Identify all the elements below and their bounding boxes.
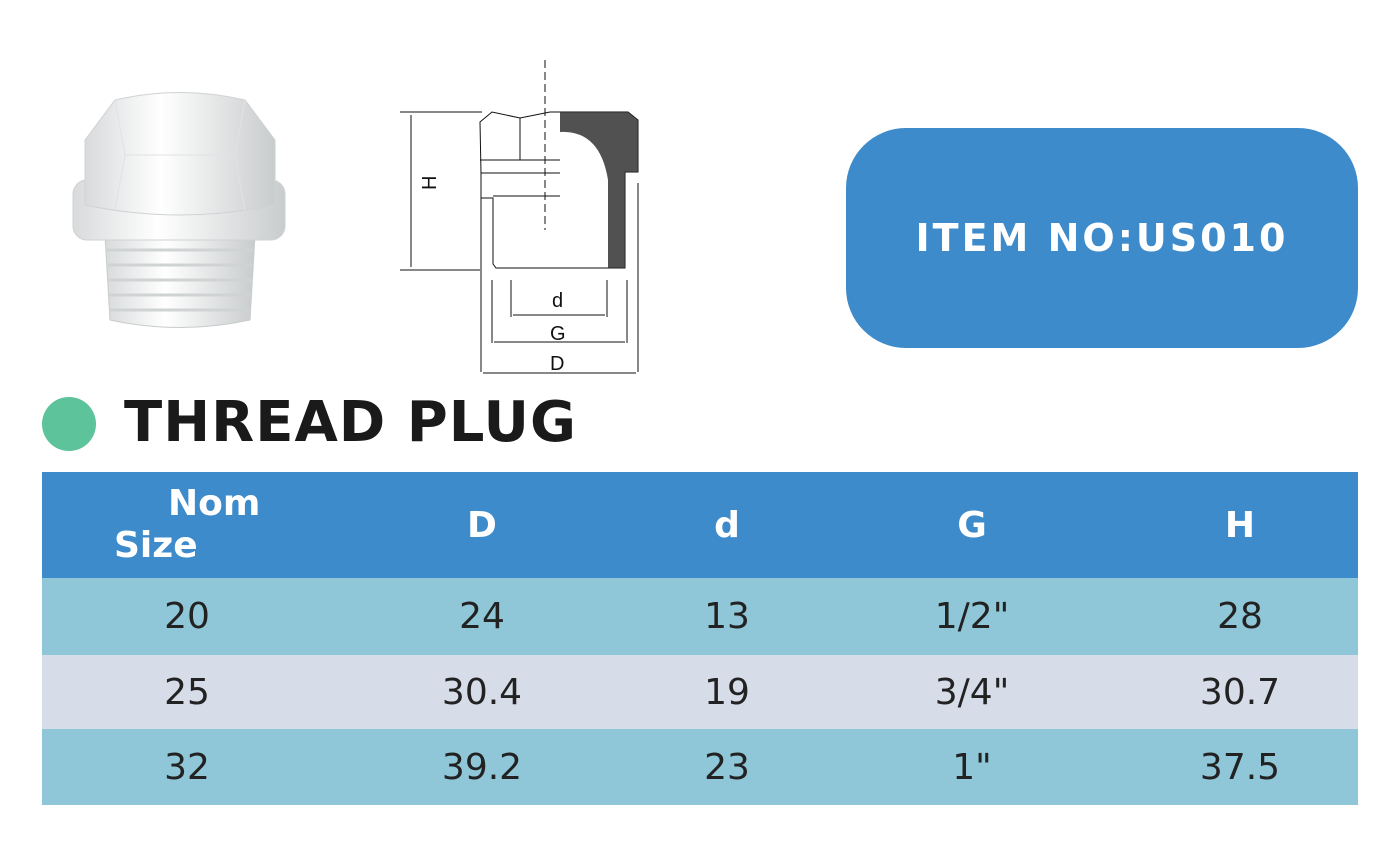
cell-G: 1" [822, 729, 1122, 805]
cell-nom-size: 25 [42, 655, 332, 729]
cell-D: 24 [332, 578, 632, 655]
table-row: 20 24 13 1/2" 28 [42, 578, 1358, 655]
cell-nom-size: 32 [42, 729, 332, 805]
dim-label-D: D [550, 353, 564, 375]
cell-D: 30.4 [332, 655, 632, 729]
header-D: D [332, 472, 632, 578]
cell-d: 19 [632, 655, 822, 729]
dim-label-d: d [552, 290, 563, 312]
table-header-row: Nom Size D d G H [42, 472, 1358, 578]
header-d: d [632, 472, 822, 578]
spec-table: Nom Size D d G H 20 24 13 1/2" 28 25 30.… [42, 472, 1358, 805]
cell-d: 23 [632, 729, 822, 805]
dim-label-G: G [550, 323, 566, 345]
product-title: THREAD PLUG [124, 390, 577, 455]
product-photo [72, 92, 286, 328]
header-H: H [1122, 472, 1358, 578]
header-nom-size: Nom Size [42, 472, 332, 578]
bullet-dot [42, 397, 96, 451]
cell-d: 13 [632, 578, 822, 655]
dimension-diagram: H d G D [400, 60, 639, 375]
cell-G: 3/4" [822, 655, 1122, 729]
cell-G: 1/2" [822, 578, 1122, 655]
cell-H: 37.5 [1122, 729, 1358, 805]
table-row: 32 39.2 23 1" 37.5 [42, 729, 1358, 805]
table-row: 25 30.4 19 3/4" 30.7 [42, 655, 1358, 729]
header-G: G [822, 472, 1122, 578]
cell-D: 39.2 [332, 729, 632, 805]
item-number-badge: ITEM NO:US010 [846, 128, 1358, 348]
cell-nom-size: 20 [42, 578, 332, 655]
item-number: ITEM NO:US010 [915, 216, 1289, 260]
cell-H: 30.7 [1122, 655, 1358, 729]
cell-H: 28 [1122, 578, 1358, 655]
dim-label-H: H [419, 176, 441, 190]
